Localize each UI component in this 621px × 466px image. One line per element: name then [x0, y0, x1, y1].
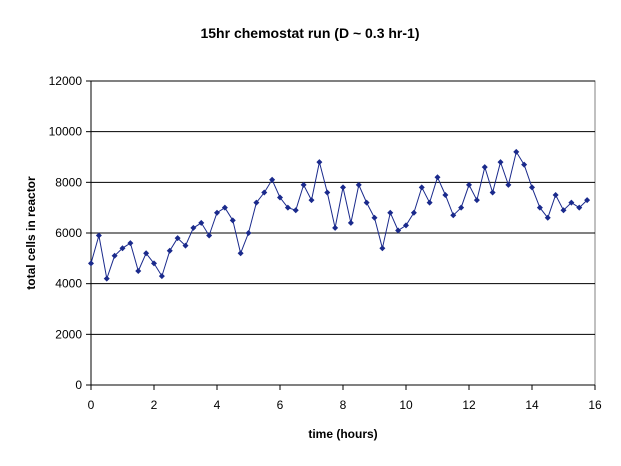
axis-ticks: 0 2000 4000 6000 8000 10000 12000 0 2 4 6 8 10 12 14 16: [49, 74, 602, 412]
data-point: [418, 184, 425, 191]
data-point: [182, 242, 189, 249]
data-point: [434, 174, 441, 181]
x-tick-label: 14: [525, 398, 539, 412]
data-point: [544, 214, 551, 221]
x-tick-label: 0: [88, 398, 95, 412]
data-point: [529, 184, 535, 191]
data-point: [253, 199, 260, 206]
data-point: [269, 176, 276, 183]
data-point: [143, 250, 150, 257]
data-point: [379, 245, 386, 252]
data-point: [552, 192, 559, 198]
data-point: [458, 204, 465, 211]
data-point: [229, 217, 236, 224]
data-point: [206, 232, 213, 239]
y-tick-label: 0: [75, 378, 82, 392]
data-point: [521, 161, 528, 168]
data-point: [135, 268, 142, 274]
y-tick-label: 8000: [55, 175, 82, 189]
data-point: [103, 275, 110, 282]
x-tick-label: 16: [588, 398, 602, 412]
data-point: [292, 207, 299, 214]
x-axis-title: time (hours): [308, 427, 377, 441]
data-point: [387, 209, 394, 216]
data-point: [158, 273, 165, 280]
data-point: [111, 252, 118, 259]
y-axis-title: total cells in reactor: [24, 176, 38, 290]
data-point: [371, 214, 378, 221]
data-point: [426, 199, 433, 206]
data-point: [355, 181, 362, 188]
chart-title: 15hr chemostat run (D ~ 0.3 hr-1): [200, 25, 419, 41]
x-tick-label: 12: [462, 398, 476, 412]
data-point: [324, 189, 331, 196]
x-tick-label: 4: [214, 398, 221, 412]
data-point: [95, 232, 102, 239]
data-point: [513, 148, 520, 155]
data-point: [395, 227, 402, 234]
data-point: [497, 159, 504, 166]
gridlines: [91, 80, 595, 335]
y-tick-label: 10000: [49, 125, 83, 139]
series-group: [88, 148, 591, 282]
data-point: [277, 194, 283, 201]
series-line: [90, 150, 588, 281]
data-point: [489, 189, 496, 196]
data-point: [261, 189, 268, 196]
data-point: [363, 199, 370, 206]
y-tick-label: 2000: [55, 327, 82, 341]
data-point: [450, 212, 457, 219]
data-point: [340, 184, 346, 191]
data-point: [347, 219, 354, 226]
data-point: [119, 245, 126, 252]
data-point: [560, 207, 567, 214]
data-point: [88, 260, 94, 267]
data-point: [300, 181, 307, 188]
data-point: [584, 197, 591, 204]
data-point: [466, 181, 472, 188]
data-point: [166, 247, 173, 254]
data-point: [174, 235, 181, 242]
data-point: [473, 197, 480, 204]
y-tick-label: 4000: [55, 277, 82, 291]
data-point: [505, 181, 512, 188]
data-point: [308, 197, 315, 204]
data-point: [410, 209, 417, 216]
data-point: [403, 222, 409, 229]
data-point: [576, 204, 583, 211]
x-tick-label: 10: [399, 398, 413, 412]
x-tick-label: 2: [151, 398, 158, 412]
data-point: [190, 224, 197, 231]
data-point: [316, 159, 323, 166]
data-point: [127, 240, 134, 247]
y-tick-label: 12000: [49, 74, 83, 88]
data-point: [198, 219, 205, 226]
data-point: [481, 164, 488, 171]
data-point: [245, 230, 252, 236]
data-point: [332, 224, 339, 231]
data-point: [237, 250, 244, 257]
data-point: [442, 192, 449, 198]
y-tick-label: 6000: [55, 226, 82, 240]
data-point: [214, 209, 220, 216]
data-point: [221, 204, 228, 211]
data-point: [284, 204, 291, 211]
data-point: [536, 204, 543, 211]
x-tick-label: 6: [277, 398, 284, 412]
data-point: [151, 260, 157, 267]
data-point: [568, 199, 575, 206]
x-tick-label: 8: [340, 398, 347, 412]
